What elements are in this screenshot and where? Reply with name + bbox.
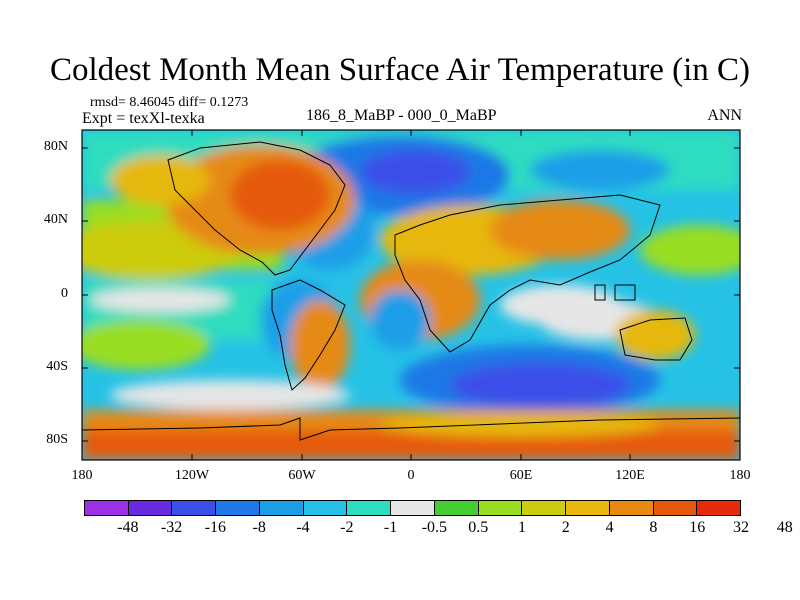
- colorbar-tick-label: 2: [561, 519, 570, 536]
- colorbar-swatch: [478, 501, 523, 515]
- lat-label-80s: 80S: [46, 432, 68, 447]
- colorbar-tick-label: -1: [383, 519, 398, 536]
- lat-label-40n: 40N: [43, 212, 68, 227]
- colorbar-swatch: [128, 501, 173, 515]
- colorbar-tick-label: -16: [204, 519, 227, 536]
- colorbar-swatch: [653, 501, 698, 515]
- colorbar-swatch: [303, 501, 348, 515]
- colorbar-tick-label: 32: [733, 519, 749, 536]
- colorbar-tick-label: 16: [689, 519, 706, 536]
- colorbar-tick-label: 48: [776, 519, 793, 536]
- colorbar-tick-label: 1: [518, 519, 526, 536]
- subtitle-label: 186_8_MaBP - 000_0_MaBP: [306, 107, 497, 124]
- lon-label-120e: 120E: [615, 468, 645, 483]
- colorbar-swatch: [85, 501, 129, 515]
- chart-title: Coldest Month Mean Surface Air Temperatu…: [50, 52, 750, 88]
- lat-label-80n: 80N: [43, 139, 68, 154]
- lat-label-0: 0: [61, 286, 68, 301]
- colorbar-swatch: [609, 501, 654, 515]
- experiment-label: Expt = texXl-texka: [82, 110, 205, 127]
- lon-label-120w: 120W: [174, 468, 210, 483]
- colorbar-tick-label: -48: [117, 519, 139, 536]
- colorbar-swatch: [434, 501, 479, 515]
- lon-label-60w: 60W: [288, 468, 316, 483]
- colorbar-tick-label: -8: [252, 519, 266, 536]
- colorbar-swatch: [172, 501, 217, 515]
- colorbar-tick-label: -32: [160, 519, 183, 536]
- lon-label-60e: 60E: [509, 468, 533, 483]
- lat-label-40s: 40S: [46, 359, 68, 374]
- lon-label-180w: 180: [71, 468, 93, 483]
- temperature-field: [82, 130, 740, 460]
- stats-label: rmsd= 8.46045 diff= 0.1273: [90, 95, 249, 110]
- coastlines: [82, 141, 740, 441]
- colorbar-swatch: [522, 501, 567, 515]
- colorbar-tick-label: 4: [605, 519, 614, 536]
- colorbar: [84, 500, 741, 516]
- colorbar-tick-label: -0.5: [421, 519, 448, 536]
- colorbar-tick-label: 8: [649, 519, 658, 536]
- axis-ticks: [82, 130, 740, 460]
- colorbar-swatch: [566, 501, 610, 515]
- colorbar-swatch: [216, 501, 260, 515]
- colorbar-swatch: [347, 501, 392, 515]
- season-label: ANN: [707, 107, 742, 124]
- colorbar-swatch: [697, 501, 741, 515]
- colorbar-swatch: [259, 501, 304, 515]
- colorbar-tick-label: 0.5: [468, 519, 489, 536]
- colorbar-swatch: [391, 501, 435, 515]
- lon-label-0: 0: [407, 468, 415, 483]
- colorbar-tick-label: -4: [296, 519, 310, 536]
- lon-label-180e: 180: [729, 468, 751, 483]
- colorbar-tick-label: -2: [340, 519, 354, 536]
